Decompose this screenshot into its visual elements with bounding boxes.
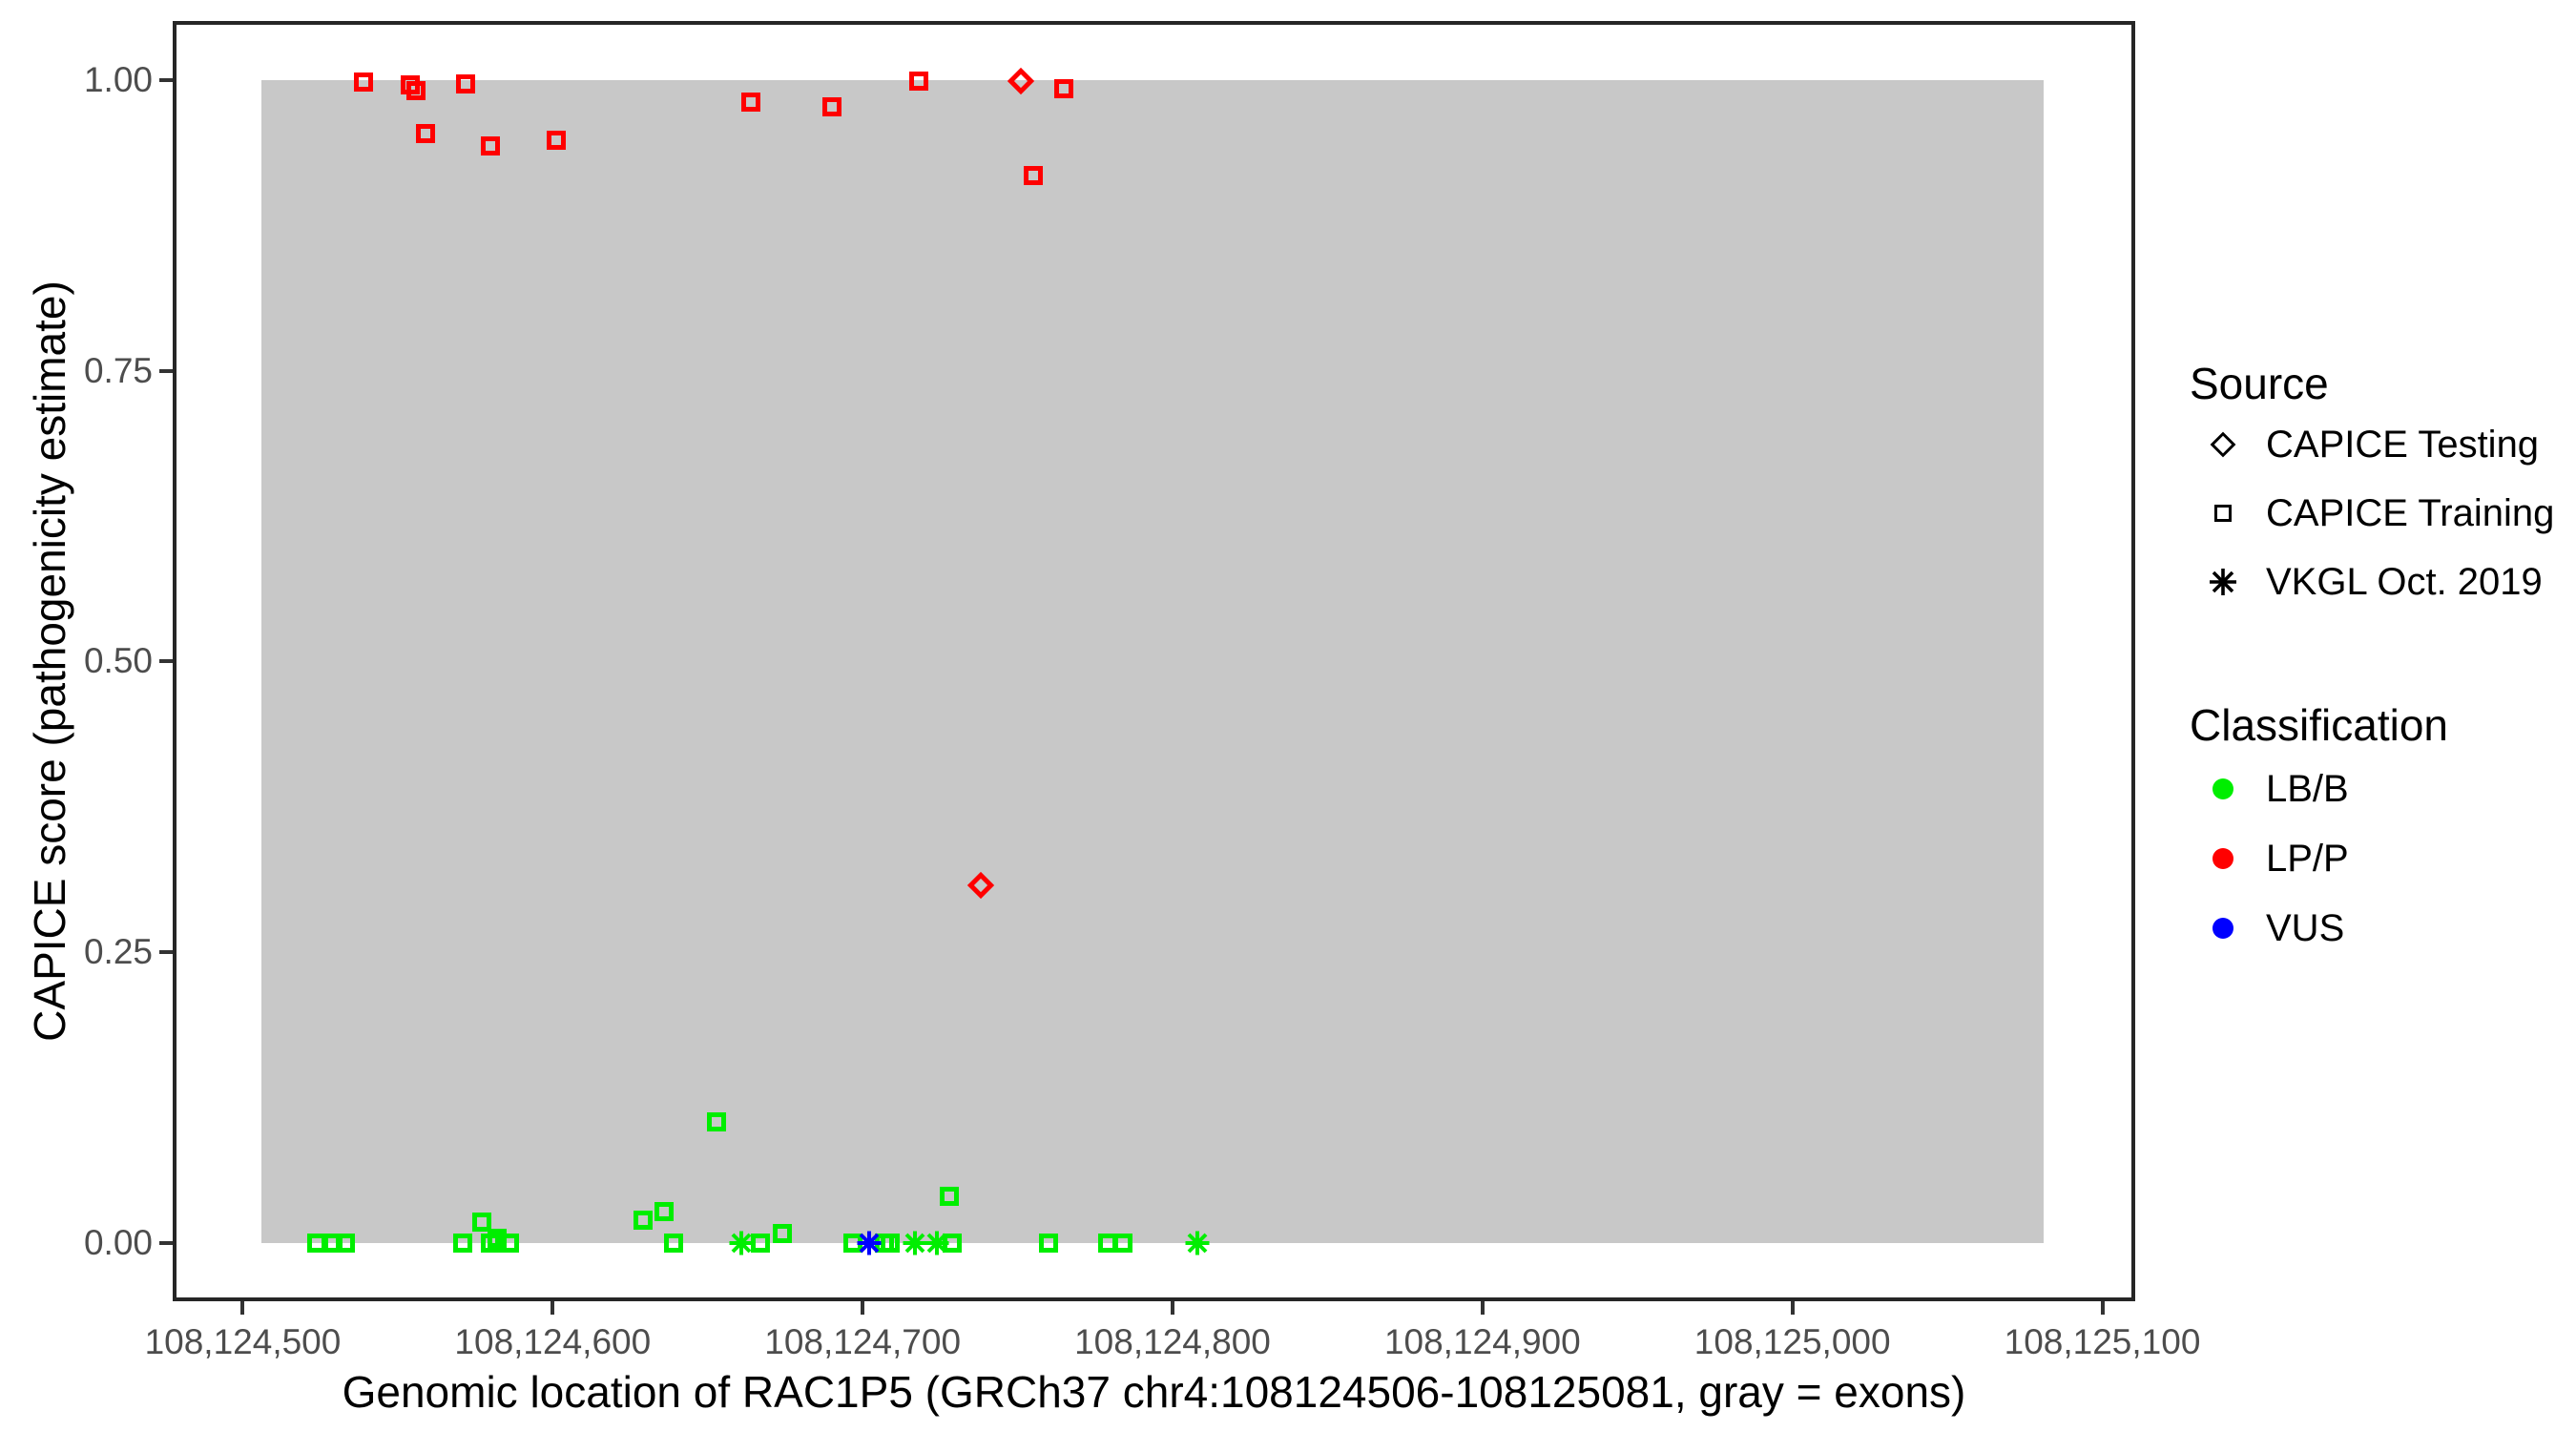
square-data-point — [881, 1233, 901, 1253]
x-tick-label: 108,124,500 — [144, 1322, 342, 1361]
diamond-icon — [2194, 427, 2252, 462]
vus-dot-icon — [2194, 918, 2252, 939]
square-data-point — [821, 97, 841, 116]
square-data-point — [908, 72, 928, 92]
asterisk-data-point — [856, 1230, 883, 1256]
legend-item-capice-testing: CAPICE Testing — [2194, 423, 2540, 466]
legend-item-label: LB/B — [2266, 767, 2349, 810]
square-data-point — [741, 93, 761, 113]
square-data-point — [456, 73, 476, 93]
asterisk-data-point — [902, 1230, 928, 1256]
x-tick-mark — [1480, 1301, 1485, 1315]
square-data-point — [416, 124, 436, 144]
legend-item-label: LP/P — [2266, 837, 2349, 880]
y-axis-title: CAPICE score (pathogenicity estimate) — [25, 280, 74, 1042]
asterisk-icon — [2194, 565, 2252, 599]
x-tick-label: 108,125,000 — [1693, 1322, 1891, 1361]
y-tick-label: 0.25 — [83, 932, 153, 972]
y-tick-label: 0.50 — [83, 641, 153, 681]
square-data-point — [940, 1187, 960, 1207]
legend-classification-title: Classification — [2190, 700, 2448, 750]
y-tick-mark — [159, 659, 173, 664]
plot-panel-border — [173, 21, 2135, 1301]
lbb-dot-icon — [2194, 778, 2252, 799]
legend-item-lpp: LP/P — [2194, 837, 2349, 880]
x-axis-title: Genomic location of RAC1P5 (GRCh37 chr4:… — [342, 1367, 1966, 1417]
exon-region-rect — [260, 79, 2044, 1243]
x-tick-label: 108,124,700 — [764, 1322, 962, 1361]
y-tick-label: 0.00 — [83, 1222, 153, 1262]
square-data-point — [546, 131, 566, 151]
square-data-point — [354, 73, 374, 93]
lpp-dot-icon — [2194, 848, 2252, 869]
y-tick-label: 0.75 — [83, 350, 153, 390]
x-tick-label: 108,124,600 — [454, 1322, 652, 1361]
y-tick-mark — [159, 950, 173, 955]
y-tick-mark — [159, 1240, 173, 1245]
legend-item-vus: VUS — [2194, 906, 2345, 949]
square-icon — [2194, 496, 2252, 530]
legend-item-label: CAPICE Testing — [2266, 423, 2540, 466]
legend-item-label: VUS — [2266, 906, 2345, 949]
x-tick-label: 108,125,100 — [2004, 1322, 2201, 1361]
square-data-point — [471, 1213, 491, 1233]
square-data-point — [663, 1233, 683, 1253]
legend-item-capice-training: CAPICE Training — [2194, 491, 2555, 534]
x-tick-mark — [2100, 1301, 2105, 1315]
x-tick-mark — [240, 1301, 245, 1315]
x-tick-label: 108,124,800 — [1074, 1322, 1271, 1361]
square-data-point — [481, 136, 501, 156]
asterisk-data-point — [728, 1230, 755, 1256]
square-data-point — [335, 1233, 355, 1253]
x-tick-mark — [1790, 1301, 1795, 1315]
legend-source-title: Source — [2190, 359, 2329, 408]
x-tick-mark — [861, 1301, 865, 1315]
square-data-point — [499, 1233, 519, 1253]
square-data-point — [654, 1202, 675, 1222]
legend-item-vkgl: VKGL Oct. 2019 — [2194, 560, 2543, 603]
square-data-point — [1023, 165, 1043, 185]
y-tick-label: 1.00 — [83, 59, 153, 99]
x-tick-label: 108,124,900 — [1383, 1322, 1581, 1361]
y-tick-mark — [159, 368, 173, 373]
legend-item-lbb: LB/B — [2194, 767, 2349, 810]
square-data-point — [707, 1112, 727, 1132]
square-data-point — [406, 80, 426, 100]
asterisk-data-point — [924, 1230, 950, 1256]
square-data-point — [1054, 78, 1074, 98]
square-data-point — [1039, 1233, 1059, 1253]
x-tick-mark — [1170, 1301, 1174, 1315]
square-data-point — [453, 1233, 473, 1253]
square-data-point — [772, 1224, 792, 1244]
asterisk-data-point — [1184, 1230, 1211, 1256]
x-tick-mark — [551, 1301, 555, 1315]
square-data-point — [633, 1210, 653, 1230]
legend-item-label: CAPICE Training — [2266, 491, 2555, 534]
square-data-point — [1113, 1233, 1133, 1253]
y-tick-mark — [159, 77, 173, 82]
legend-item-label: VKGL Oct. 2019 — [2266, 560, 2543, 603]
